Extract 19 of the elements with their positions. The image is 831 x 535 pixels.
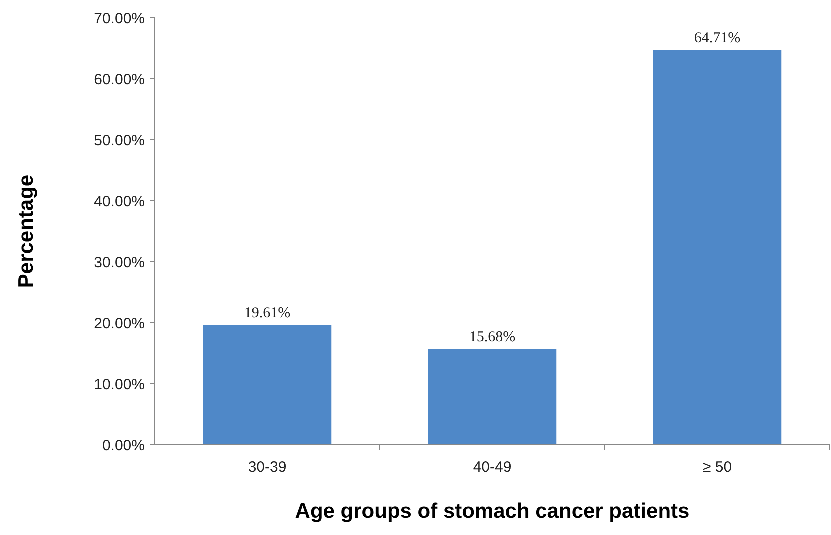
x-tick-label: ≥ 50 — [702, 459, 732, 476]
y-tick-label: 0.00% — [102, 437, 145, 454]
data-label: 19.61% — [244, 305, 291, 322]
x-tick-label: 30-39 — [248, 459, 287, 476]
bar — [428, 349, 557, 445]
y-tick-label: 50.00% — [94, 132, 145, 150]
bar — [653, 50, 782, 445]
y-tick-label: 20.00% — [94, 315, 145, 332]
y-tick-label: 40.00% — [94, 193, 145, 210]
y-tick-label: 70.00% — [94, 10, 145, 28]
data-label: 15.68% — [469, 329, 516, 346]
x-tick-label: 40-49 — [473, 459, 512, 476]
y-tick-label: 10.00% — [94, 376, 145, 394]
y-axis-title: Percentage — [15, 174, 38, 288]
data-label: 64.71% — [694, 30, 741, 46]
bar — [203, 325, 332, 445]
x-axis-title: Age groups of stomach cancer patients — [295, 500, 690, 523]
y-tick-label: 30.00% — [94, 254, 145, 272]
y-tick-label: 60.00% — [94, 71, 145, 88]
